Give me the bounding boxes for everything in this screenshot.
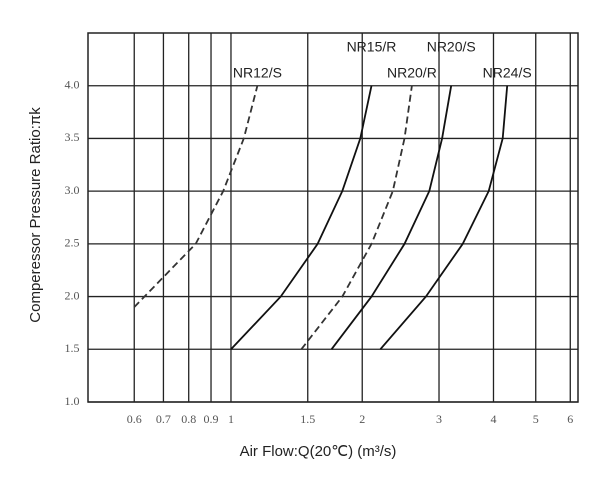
y-tick-label: 2.5	[65, 236, 80, 250]
series-label: NR20/R	[387, 64, 437, 80]
series-label: NR12/S	[233, 64, 282, 80]
x-tick-label: 0.9	[204, 412, 219, 426]
x-tick-label: 4	[490, 412, 496, 426]
x-axis-title: Air Flow:Q(20℃) (m³/s)	[240, 443, 397, 460]
x-tick-label: 1.5	[300, 412, 315, 426]
series-label: NR24/S	[483, 64, 532, 80]
series-line	[379, 85, 509, 350]
x-tick-label: 0.6	[127, 412, 142, 426]
y-tick-label: 3.5	[65, 130, 80, 144]
x-tick-label: 2	[359, 412, 365, 426]
y-tick-label: 1.5	[65, 341, 80, 355]
y-axis-title: Comperessor Pressure Ratio:πk	[27, 107, 44, 323]
y-tick-label: 1.0	[65, 394, 80, 408]
y-tick-label: 2.0	[65, 288, 80, 302]
x-tick-label: 0.7	[156, 412, 171, 426]
x-tick-label: 3	[436, 412, 442, 426]
x-tick-label: 6	[567, 412, 573, 426]
series-line	[300, 85, 413, 350]
series-line	[230, 85, 373, 350]
series-line	[330, 85, 453, 350]
y-tick-label: 3.0	[65, 183, 80, 197]
series-line	[133, 85, 259, 308]
series-label: NR15/R	[347, 38, 397, 54]
x-tick-label: 1	[228, 412, 234, 426]
series-label: NR20/S	[427, 38, 476, 54]
x-tick-label: 0.8	[181, 412, 196, 426]
y-tick-label: 4.0	[65, 77, 80, 91]
x-tick-label: 5	[533, 412, 539, 426]
